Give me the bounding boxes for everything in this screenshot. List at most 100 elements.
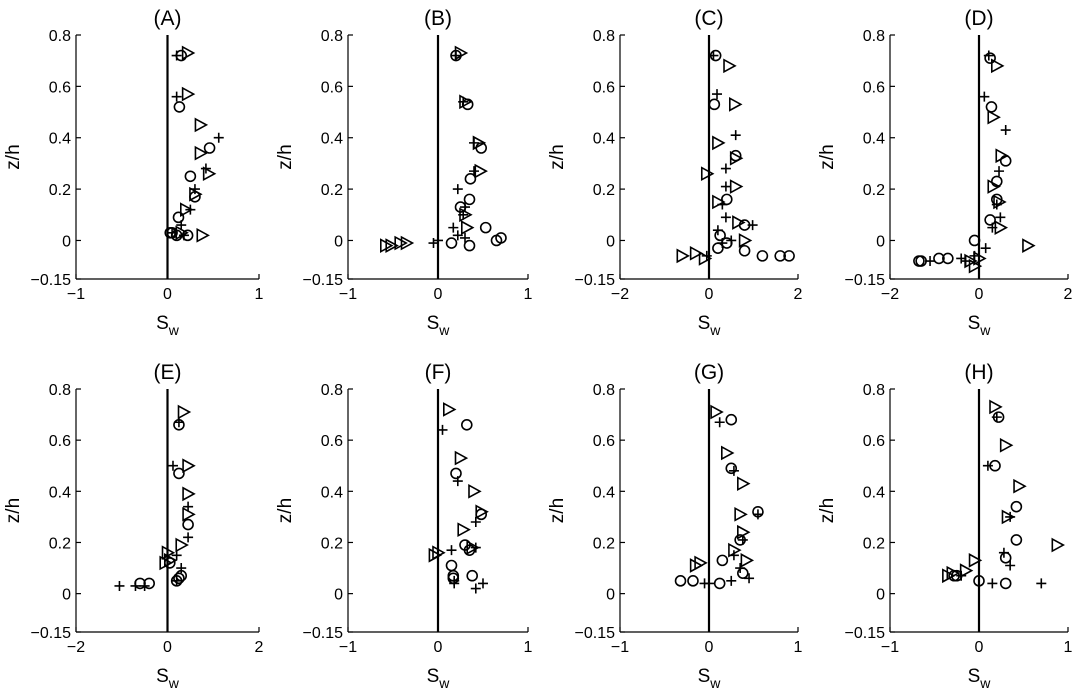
x-tick-label: 0 xyxy=(163,639,172,656)
x-tick-label: 1 xyxy=(1064,639,1073,656)
data-point-triangle xyxy=(385,238,399,253)
panel-title: (E) xyxy=(154,361,182,384)
y-tick-label: 0.4 xyxy=(863,131,885,148)
data-point-circle xyxy=(450,467,462,480)
data-point-triangle xyxy=(700,166,715,182)
data-point-circle xyxy=(756,250,769,262)
data-point-plus xyxy=(735,563,746,574)
data-point-circle xyxy=(973,575,985,587)
data-point-circle xyxy=(738,244,751,257)
data-point-plus xyxy=(460,202,470,213)
x-axis-label: Sw xyxy=(968,666,992,691)
x-tick-label: 0 xyxy=(975,286,984,303)
y-tick-label: 0 xyxy=(606,587,615,604)
data-point-plus xyxy=(925,256,936,267)
data-point-triangle xyxy=(959,563,974,578)
data-point-plus xyxy=(979,91,990,102)
x-tick-label: 1 xyxy=(524,286,533,303)
data-point-triangle xyxy=(194,145,209,161)
y-tick-label: −0.15 xyxy=(303,625,344,642)
data-point-triangle xyxy=(710,404,724,420)
data-point-plus xyxy=(720,212,731,223)
panel-title: (G) xyxy=(694,361,724,384)
data-point-plus xyxy=(428,238,439,249)
data-point-triangle xyxy=(732,215,746,230)
data-point-circle xyxy=(725,462,738,475)
data-point-plus xyxy=(176,563,187,574)
data-point-circle xyxy=(172,211,185,224)
y-tick-label: 0.2 xyxy=(49,182,71,199)
data-point-triangle xyxy=(689,245,704,261)
data-point-plus xyxy=(433,235,443,246)
data-point-plus xyxy=(712,89,723,100)
data-point-triangle xyxy=(968,258,983,274)
y-axis-label: z/h xyxy=(275,498,296,523)
data-point-circle xyxy=(463,239,476,252)
data-point-triangle xyxy=(472,135,487,151)
y-axis-label: z/h xyxy=(547,144,568,169)
data-point-triangle xyxy=(202,166,217,182)
x-axis-label: Sw xyxy=(698,313,722,338)
x-tick-label: 0 xyxy=(163,286,172,303)
data-point-triangle xyxy=(1051,537,1065,553)
data-point-triangle xyxy=(194,117,209,133)
x-tick-label: 0 xyxy=(705,639,714,656)
data-point-plus xyxy=(171,575,182,586)
data-point-plus xyxy=(167,460,178,471)
data-point-circle xyxy=(933,252,945,265)
y-tick-label: 0.4 xyxy=(593,131,615,148)
panel-title: (C) xyxy=(694,7,723,30)
data-point-circle xyxy=(203,142,216,154)
y-tick-label: 0 xyxy=(606,233,615,250)
data-point-plus xyxy=(176,220,187,231)
data-point-triangle xyxy=(177,404,192,420)
x-axis-label-subscript: w xyxy=(168,675,180,691)
data-point-plus xyxy=(730,130,741,141)
data-point-triangle xyxy=(196,227,210,243)
data-point-triangle xyxy=(993,194,1007,210)
data-point-triangle xyxy=(995,148,1009,164)
y-tick-label: 0 xyxy=(334,587,343,604)
data-point-plus xyxy=(171,50,182,61)
y-tick-label: 0 xyxy=(62,587,71,604)
data-point-plus xyxy=(446,545,457,556)
data-point-triangle xyxy=(729,179,744,194)
data-point-plus xyxy=(452,184,463,195)
chart-panel-d: (D) −0.15 0 0.2 0.4 0.6 0.8 −2 0 2 Sw z/h xyxy=(817,7,1073,338)
data-point-circle xyxy=(913,255,925,267)
data-point-triangle xyxy=(994,220,1009,235)
data-point-triangle xyxy=(466,540,480,555)
data-point-circle xyxy=(466,569,479,582)
data-point-triangle xyxy=(394,235,408,251)
data-point-plus xyxy=(980,243,991,254)
y-tick-label: 0.8 xyxy=(49,28,71,45)
y-tick-label: 0.4 xyxy=(321,131,343,148)
x-tick-label: −2 xyxy=(611,286,629,303)
data-point-triangle xyxy=(723,58,737,74)
data-point-plus xyxy=(720,163,731,174)
data-point-circle xyxy=(725,413,738,426)
data-point-plus xyxy=(167,227,178,238)
y-tick-label: 0.8 xyxy=(593,382,615,399)
data-point-triangle xyxy=(991,58,1005,74)
x-tick-label: 1 xyxy=(255,286,264,303)
data-point-triangle xyxy=(475,504,489,520)
data-point-triangle xyxy=(474,163,488,179)
data-point-triangle xyxy=(189,186,203,202)
data-point-triangle xyxy=(987,109,1001,125)
data-point-circle xyxy=(783,250,795,262)
y-tick-label: 0.8 xyxy=(49,382,71,399)
data-point-triangle xyxy=(728,542,742,558)
data-point-circle xyxy=(984,214,996,226)
data-point-triangle xyxy=(712,194,726,210)
data-point-triangle xyxy=(987,179,1001,194)
data-point-circle xyxy=(173,101,186,113)
data-point-plus xyxy=(470,583,481,594)
data-point-triangle xyxy=(999,437,1014,453)
x-tick-label: 0 xyxy=(705,286,714,303)
y-tick-label: 0.4 xyxy=(321,484,343,501)
data-point-triangle xyxy=(1022,238,1036,253)
data-point-circle xyxy=(774,250,787,262)
data-point-circle xyxy=(990,175,1003,188)
